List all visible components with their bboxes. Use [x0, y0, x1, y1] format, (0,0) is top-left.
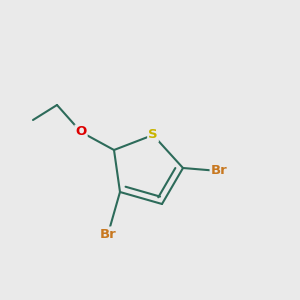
Text: Br: Br — [100, 227, 116, 241]
Text: S: S — [148, 128, 158, 142]
Text: Br: Br — [211, 164, 227, 178]
Text: O: O — [75, 125, 87, 139]
